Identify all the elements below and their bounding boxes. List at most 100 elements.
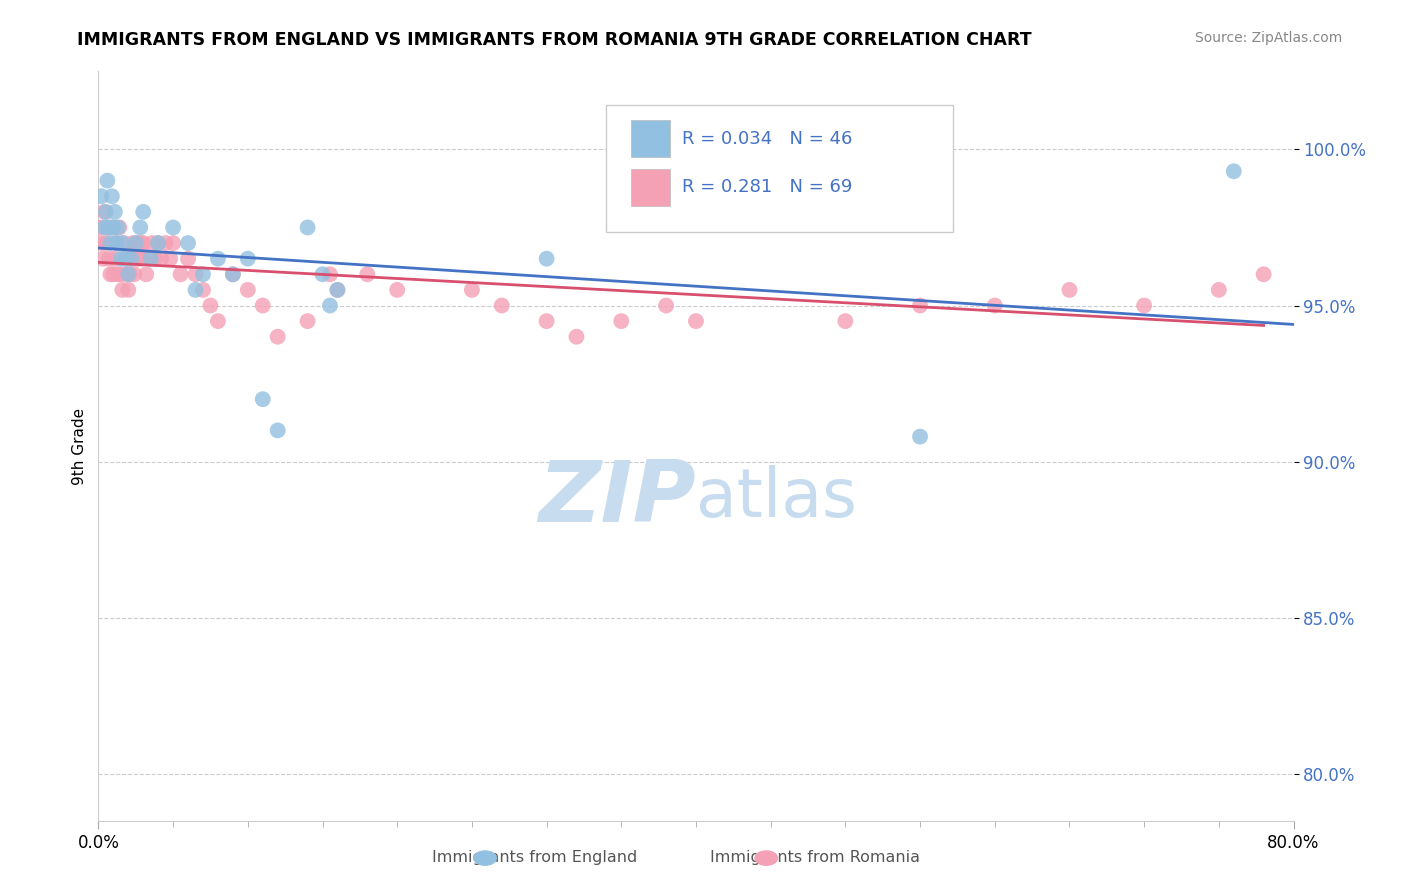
Point [236,252,259,266]
Point [536,252,558,266]
Point [191,268,214,282]
Point [118,268,141,282]
Point [107,268,129,282]
Point [103,268,125,282]
Point [908,430,931,444]
Point [461,283,484,297]
Point [143,252,166,266]
Point [536,314,558,328]
Point [104,204,127,219]
Point [129,236,152,251]
Point [128,252,150,266]
Point [114,252,136,266]
Point [111,236,134,251]
Point [297,314,319,328]
Point [1253,268,1275,282]
Point [191,283,214,297]
Point [97,220,120,235]
Point [132,236,155,251]
Point [565,330,588,344]
Point [162,236,184,251]
Point [141,236,163,251]
Point [98,268,122,282]
Point [267,423,290,437]
Point [184,283,207,297]
FancyBboxPatch shape [606,105,953,233]
Point [115,268,138,282]
Point [385,283,409,297]
Text: R = 0.034   N = 46: R = 0.034 N = 46 [682,130,852,148]
Point [1133,299,1156,313]
Point [131,252,153,266]
Point [162,220,184,235]
Text: Immigrants from Romania: Immigrants from Romania [710,850,921,865]
Point [1208,283,1230,297]
Point [90,189,112,203]
Text: ZIP: ZIP [538,457,696,540]
Point [159,252,181,266]
Point [112,236,135,251]
Point [97,252,120,266]
Point [491,299,513,313]
Point [117,283,139,297]
Point [319,268,342,282]
Point [89,220,111,235]
Point [834,314,856,328]
Text: IMMIGRANTS FROM ENGLAND VS IMMIGRANTS FROM ROMANIA 9TH GRADE CORRELATION CHART: IMMIGRANTS FROM ENGLAND VS IMMIGRANTS FR… [77,31,1032,49]
Point [207,314,229,328]
Point [114,252,136,266]
Point [311,268,333,282]
Point [267,330,290,344]
Point [129,220,152,235]
Point [117,268,139,282]
Point [169,268,191,282]
Point [93,204,115,219]
Point [1223,164,1246,178]
Point [132,204,155,219]
Point [135,268,157,282]
Point [148,236,170,251]
Point [107,220,129,235]
Point [1059,283,1081,297]
Point [108,220,131,235]
Point [148,236,170,251]
Point [111,283,134,297]
Point [110,252,132,266]
Point [91,252,114,266]
Point [127,236,149,251]
Point [252,299,274,313]
FancyBboxPatch shape [631,169,669,206]
Point [200,299,222,313]
Point [105,236,128,251]
Point [655,299,678,313]
Point [184,268,207,282]
Point [138,252,160,266]
Point [101,189,124,203]
Point [94,204,117,219]
Point [90,236,112,251]
FancyBboxPatch shape [631,120,669,157]
Point [124,268,146,282]
Point [326,283,349,297]
Point [93,220,115,235]
Point [121,236,143,251]
Point [177,236,200,251]
Text: Immigrants from England: Immigrants from England [432,850,637,865]
Point [98,236,122,251]
Point [94,236,117,251]
Text: atlas: atlas [696,466,856,532]
Point [139,252,162,266]
Y-axis label: 9th Grade: 9th Grade [72,408,87,484]
Point [685,314,707,328]
Point [610,314,633,328]
Point [120,252,142,266]
Point [222,268,245,282]
Point [252,392,274,406]
Point [103,220,125,235]
Point [101,220,124,235]
Point [125,252,148,266]
Point [908,299,931,313]
Point [326,283,349,297]
Point [110,268,132,282]
Point [984,299,1007,313]
